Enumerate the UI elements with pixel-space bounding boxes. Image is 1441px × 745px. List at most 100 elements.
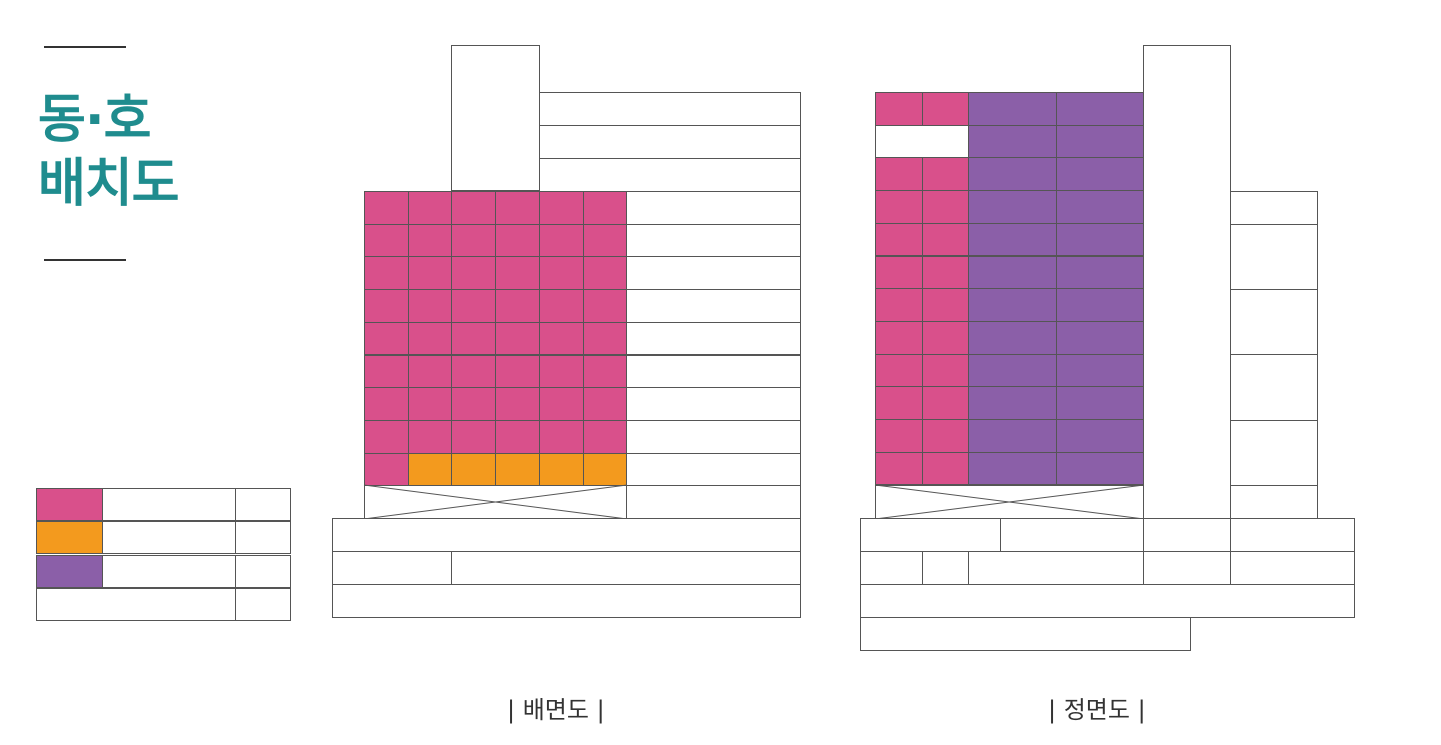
front-unit-902	[922, 288, 969, 322]
rear-unit-507	[495, 419, 540, 454]
rear-unit-706	[539, 354, 584, 389]
rear-unit-610	[364, 387, 409, 421]
rear-unit-908	[451, 289, 496, 323]
legend-count	[235, 588, 291, 621]
title-bottom-rule	[44, 259, 126, 261]
rear-unit-509	[408, 419, 453, 454]
rear-unit-1110	[364, 223, 409, 258]
rear-side-floor	[626, 191, 801, 225]
legend-count	[235, 555, 291, 588]
front-unit-1004	[1056, 255, 1144, 290]
front-pit-lines	[874, 484, 1145, 520]
front-unit-1201	[875, 190, 923, 224]
rear-side-floor	[626, 452, 801, 487]
rear-side-floor	[626, 256, 801, 291]
front-unit-601	[875, 386, 923, 420]
rear-side-floor	[626, 223, 801, 258]
rear-unit-906	[539, 289, 584, 323]
front-floor2-room	[968, 551, 1144, 585]
front-unit-801	[875, 320, 923, 355]
front-floor2-room	[1230, 551, 1355, 585]
rear-unit-408	[451, 452, 496, 487]
rear-unit-710	[364, 354, 409, 389]
rear-unit-1105	[583, 223, 628, 258]
legend-type-swatch	[36, 488, 103, 521]
front-unit-804	[1056, 320, 1144, 355]
legend-type-swatch	[36, 555, 103, 588]
front-side-floor	[1230, 191, 1318, 225]
rear-unit-707	[495, 354, 540, 389]
front-unit-1101	[875, 222, 923, 257]
rear-unit-807	[495, 321, 540, 356]
page-title: 동·호 배치도	[38, 88, 180, 216]
front-unit-504	[1056, 419, 1144, 453]
front-unit-1504	[1056, 92, 1144, 126]
front-unit-1002	[922, 255, 969, 290]
page-title-line2: 배치도	[38, 154, 180, 214]
front-underground-parking	[860, 584, 1355, 618]
front-floor3-room	[1230, 518, 1355, 552]
front-unit-403	[968, 451, 1057, 486]
front-unit-1102	[922, 222, 969, 257]
rear-unit-1009	[408, 256, 453, 291]
front-unit-903	[968, 288, 1057, 322]
rear-unit-709	[408, 354, 453, 389]
rear-unit-510	[364, 419, 409, 454]
rear-unit-1205	[583, 191, 628, 225]
rear-unit-1206	[539, 191, 584, 225]
front-pit-diagonal	[874, 484, 1145, 520]
front-unit-1501	[875, 92, 923, 126]
title-top-rule	[44, 46, 126, 48]
rear-unit-805	[583, 321, 628, 356]
front-unit-701	[875, 353, 923, 388]
front-unit-502	[922, 419, 969, 453]
rear-unit-808	[451, 321, 496, 356]
front-stair-core	[1143, 45, 1231, 519]
rear-unit-905	[583, 289, 628, 323]
rear-unit-508	[451, 419, 496, 454]
front-unit-402	[922, 451, 969, 486]
front-unit-702	[922, 353, 969, 388]
rear-upper-floor-slab	[539, 92, 801, 126]
rear-conference-room	[626, 485, 801, 519]
front-unit-1001	[875, 255, 923, 290]
legend-type-swatch	[36, 521, 103, 554]
front-unit-1403	[968, 124, 1057, 159]
front-unit-703	[968, 353, 1057, 388]
front-unit-501	[875, 419, 923, 453]
rear-side-floor	[626, 387, 801, 421]
rear-pit-diagonal	[363, 484, 628, 520]
rear-unit-609	[408, 387, 453, 421]
front-side-floor	[1230, 420, 1318, 486]
rear-unit-1010	[364, 256, 409, 291]
rear-unit-1209	[408, 191, 453, 225]
front-unit-604	[1056, 386, 1144, 420]
rear-pit-lines	[363, 484, 628, 520]
front-unit-1404	[1056, 124, 1144, 159]
front-unit-401	[875, 451, 923, 486]
rear-unit-505	[583, 419, 628, 454]
rear-unit-1107	[495, 223, 540, 258]
rear-unit-1007	[495, 256, 540, 291]
rear-side-floor	[626, 419, 801, 454]
rear-unit-410	[364, 452, 409, 487]
front-unit-904	[1056, 288, 1144, 322]
front-unit-704	[1056, 353, 1144, 388]
rear-unit-1208	[451, 191, 496, 225]
rear-unit-806	[539, 321, 584, 356]
front-side-floor	[1230, 354, 1318, 421]
legend-count	[235, 488, 291, 521]
rear-side-floor	[626, 321, 801, 356]
rear-unit-407	[495, 452, 540, 487]
rear-unit-608	[451, 387, 496, 421]
front-unit-803	[968, 320, 1057, 355]
front-unit-1503	[968, 92, 1057, 126]
front-unit-1302	[922, 157, 969, 192]
front-unit-1204	[1056, 190, 1144, 224]
rear-blank-ground	[332, 551, 452, 585]
rear-unit-1207	[495, 191, 540, 225]
front-unit-1003	[968, 255, 1057, 290]
rear-underground-parking	[332, 584, 801, 618]
front-unit-1301	[875, 157, 923, 192]
rear-unit-1109	[408, 223, 453, 258]
